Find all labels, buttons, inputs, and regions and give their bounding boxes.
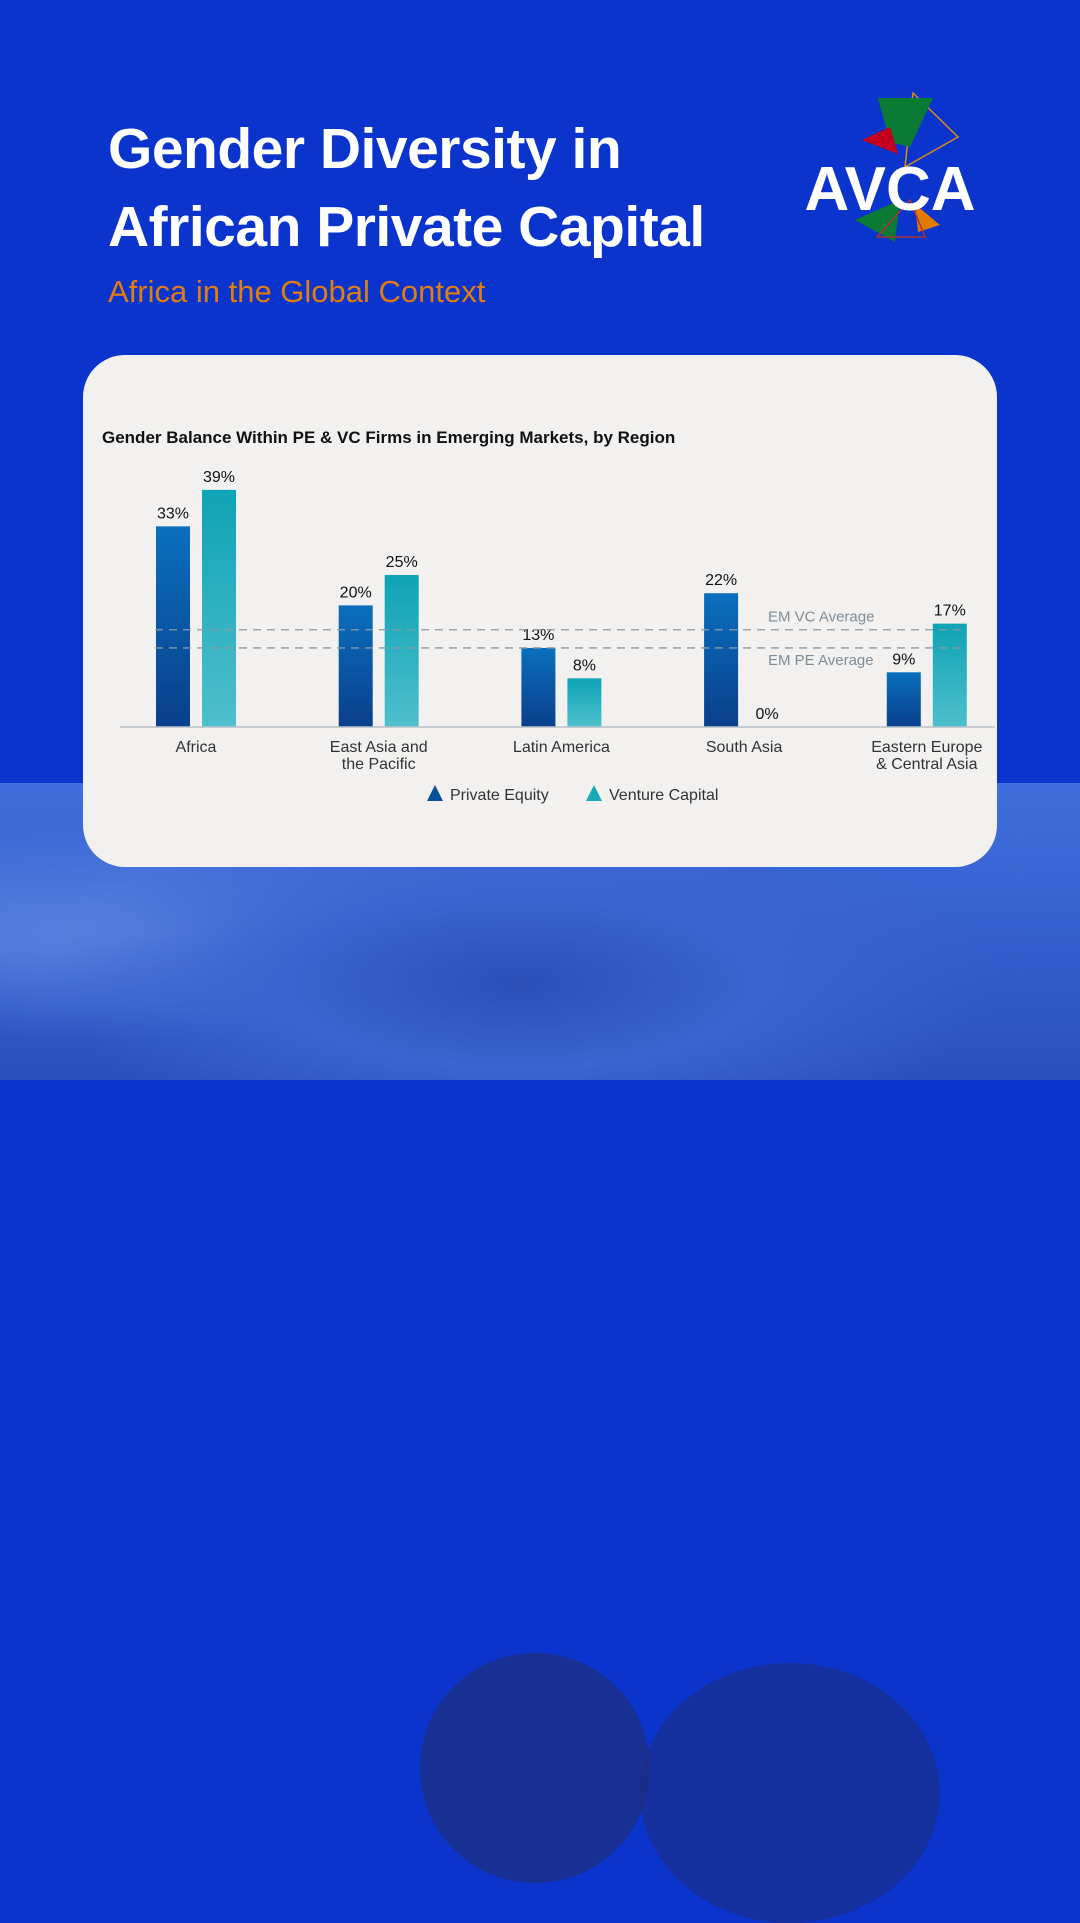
bar-pe: [338, 605, 373, 727]
logo-text: AVCA: [804, 155, 975, 224]
data-label: 39%: [203, 469, 235, 486]
data-label: 25%: [386, 554, 418, 571]
page-subtitle: Africa in the Global Context: [108, 274, 486, 309]
bar-vc: [384, 575, 419, 727]
legend-label: Private Equity: [450, 787, 549, 804]
bar-vc: [202, 489, 236, 727]
reference-label: EM VC Average: [768, 609, 874, 626]
bar-pe: [156, 526, 190, 727]
category-label: South Asia: [706, 739, 783, 756]
category-label: the Pacific: [342, 756, 416, 773]
bar-pe: [521, 647, 556, 727]
photo-person-2: [640, 1663, 940, 1923]
title-line-2: African Private Capital: [108, 195, 705, 259]
data-label: 17%: [934, 603, 966, 620]
legend-icon: [427, 785, 443, 801]
category-label: East Asia and: [330, 739, 428, 756]
category-label: Eastern Europe: [871, 739, 982, 756]
data-label: 22%: [705, 572, 737, 589]
bar-vc: [932, 623, 967, 727]
data-label: 13%: [522, 627, 554, 644]
data-label: 33%: [157, 505, 189, 522]
category-label: & Central Asia: [876, 756, 977, 773]
legend-icon: [586, 785, 602, 801]
bar-pe: [886, 672, 921, 727]
data-label: 0%: [756, 706, 779, 723]
bar-pe: [704, 593, 739, 727]
title-line-1: Gender Diversity in: [108, 117, 622, 181]
category-label: Latin America: [513, 739, 610, 756]
data-label: 8%: [573, 657, 596, 674]
avca-logo: AVCA: [804, 92, 976, 242]
photo-person: [420, 1653, 650, 1883]
reference-label: EM PE Average: [768, 652, 874, 669]
legend-label: Venture Capital: [609, 787, 718, 804]
bar-vc: [567, 678, 602, 727]
category-label: Africa: [176, 739, 217, 756]
bar-chart: Gender Balance Within PE & VC Firms in E…: [102, 428, 995, 804]
page-title: Gender Diversity in African Private Capi…: [108, 110, 705, 266]
chart-title: Gender Balance Within PE & VC Firms in E…: [102, 428, 675, 447]
data-label: 9%: [892, 651, 915, 668]
data-label: 20%: [340, 584, 372, 601]
